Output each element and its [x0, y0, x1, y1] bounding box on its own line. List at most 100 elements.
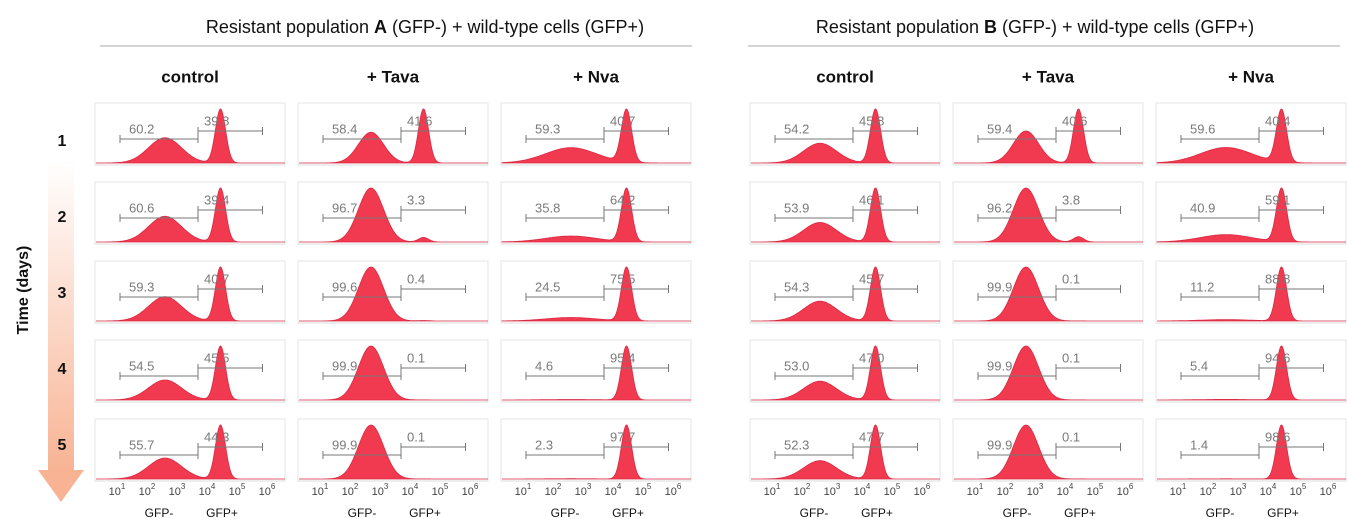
x-tick-label: 103: [1230, 482, 1247, 498]
title-letter: B: [984, 17, 997, 37]
histogram: [954, 187, 1143, 243]
gate-percentage: 40.7: [610, 113, 635, 128]
gate-percentage: 11.2: [1190, 279, 1214, 294]
x-tick-label: 106: [1320, 482, 1337, 498]
tick-base: 10: [462, 486, 474, 498]
gate-percentage: 0.1: [1062, 271, 1080, 286]
gate-axis-label: GFP-: [1003, 506, 1032, 519]
tick-base: 10: [914, 486, 926, 498]
x-tick-label: 102: [1200, 482, 1217, 498]
gate-percentage: 53.9: [784, 200, 809, 215]
x-tick-label: 101: [109, 482, 126, 498]
condition-label: + Nva: [573, 67, 619, 86]
tick-base: 10: [884, 486, 896, 498]
panel-frame: [297, 102, 489, 166]
tick-exponent: 2: [1009, 482, 1014, 491]
histogram: [954, 345, 1143, 401]
tick-base: 10: [1170, 486, 1182, 498]
gate-percentage: 2.3: [535, 437, 553, 452]
tick-exponent: 3: [587, 482, 592, 491]
histogram: [502, 345, 691, 401]
tick-base: 10: [967, 486, 979, 498]
tick-exponent: 1: [776, 482, 781, 491]
day-label: 3: [58, 285, 67, 302]
gate-percentage: 0.4: [407, 271, 425, 286]
tick-base: 10: [515, 486, 527, 498]
tick-base: 10: [229, 486, 241, 498]
gate-percentage: 99.9: [987, 437, 1012, 452]
tick-base: 10: [342, 486, 354, 498]
day-label: 2: [58, 209, 67, 226]
tick-base: 10: [139, 486, 151, 498]
tick-exponent: 5: [647, 482, 652, 491]
tick-exponent: 6: [1332, 482, 1337, 491]
x-tick-label: 105: [432, 482, 449, 498]
tick-exponent: 2: [151, 482, 156, 491]
x-tick-label: 102: [139, 482, 156, 498]
y-axis-label: Time (days): [15, 246, 32, 335]
condition-label: + Nva: [1228, 67, 1274, 86]
gate-percentage: 45.7: [859, 271, 884, 286]
condition-label: + Tava: [367, 67, 420, 86]
tick-base: 10: [1117, 486, 1129, 498]
tick-exponent: 2: [354, 482, 359, 491]
tick-exponent: 1: [1182, 482, 1187, 491]
tick-base: 10: [1087, 486, 1099, 498]
x-tick-label: 104: [854, 482, 871, 498]
gate-percentage: 59.4: [987, 121, 1012, 136]
gate-axis-label: GFP+: [1267, 506, 1299, 519]
tick-base: 10: [665, 486, 677, 498]
gate-percentage: 99.9: [332, 437, 357, 452]
tick-base: 10: [1290, 486, 1302, 498]
x-tick-label: 103: [824, 482, 841, 498]
x-tick-label: 102: [794, 482, 811, 498]
gate-percentage: 47.7: [859, 429, 884, 444]
gate-percentage: 99.9: [332, 358, 357, 373]
panel-frame: [749, 260, 941, 324]
x-tick-label: 106: [462, 482, 479, 498]
tick-base: 10: [575, 486, 587, 498]
panel-frame: [500, 181, 692, 245]
histogram: [96, 424, 285, 480]
gate-axis-label: GFP+: [206, 506, 238, 519]
tick-base: 10: [199, 486, 211, 498]
panel-frame: [94, 418, 286, 482]
gate-percentage: 45.8: [859, 113, 884, 128]
x-tick-label: 104: [1057, 482, 1074, 498]
histogram: [1156, 108, 1346, 164]
histogram: [501, 187, 691, 243]
histogram: [501, 108, 691, 164]
x-tick-label: 102: [342, 482, 359, 498]
x-tick-label: 103: [169, 482, 186, 498]
gate-axis-label: GFP-: [800, 506, 829, 519]
gate-percentage: 58.4: [332, 121, 357, 136]
panel-frame: [500, 339, 692, 403]
title-suffix: (GFP-) + wild-type cells (GFP+): [997, 17, 1254, 37]
gate-percentage: 3.3: [407, 192, 425, 207]
histogram: [954, 424, 1143, 480]
x-tick-label: 101: [312, 482, 329, 498]
x-tick-label: 101: [764, 482, 781, 498]
histogram: [299, 424, 488, 480]
x-tick-label: 106: [1117, 482, 1134, 498]
tick-base: 10: [545, 486, 557, 498]
gate-axis-label: GFP-: [145, 506, 174, 519]
gate-percentage: 41.6: [407, 113, 432, 128]
tick-base: 10: [432, 486, 444, 498]
tick-base: 10: [169, 486, 181, 498]
condition-label: + Tava: [1022, 67, 1075, 86]
gate-percentage: 97.7: [610, 429, 635, 444]
gate-percentage: 59.3: [535, 121, 560, 136]
x-tick-label: 101: [967, 482, 984, 498]
x-tick-label: 105: [884, 482, 901, 498]
gate-percentage: 54.2: [784, 121, 809, 136]
tick-base: 10: [824, 486, 836, 498]
x-tick-label: 104: [1260, 482, 1277, 498]
gate-percentage: 0.1: [407, 350, 425, 365]
tick-base: 10: [605, 486, 617, 498]
tick-exponent: 5: [1302, 482, 1307, 491]
group-title: Resistant population B (GFP-) + wild-typ…: [816, 17, 1254, 37]
gate-percentage: 24.5: [535, 279, 560, 294]
gate-percentage: 94.6: [1265, 350, 1290, 365]
gate-percentage: 35.8: [535, 200, 560, 215]
